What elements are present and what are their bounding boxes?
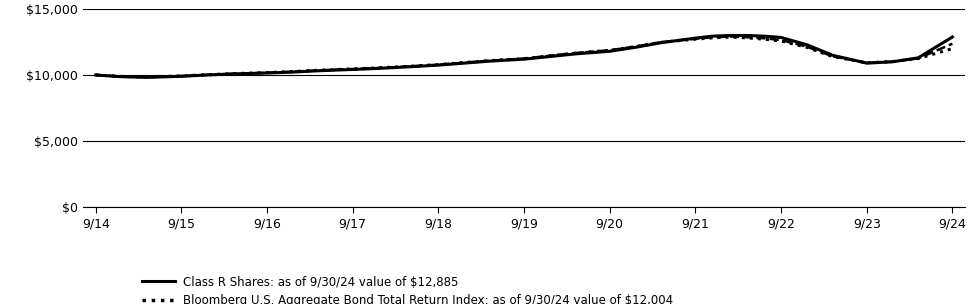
- Legend: Class R Shares: as of 9/30/24 value of $12,885, Bloomberg U.S. Aggregate Bond To: Class R Shares: as of 9/30/24 value of $…: [141, 276, 673, 304]
